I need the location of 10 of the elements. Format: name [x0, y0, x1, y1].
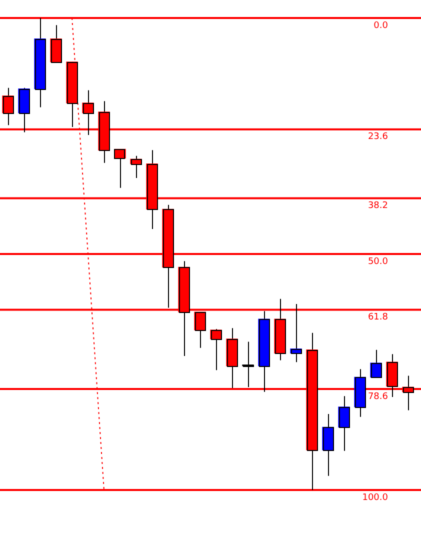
annotation: 50.0: [368, 256, 388, 267]
annotation: 78.6: [368, 392, 388, 402]
annotation: 38.2: [368, 201, 388, 212]
annotation: 61.8: [368, 312, 388, 323]
candlestick: [338, 396, 350, 452]
candlestick: [114, 148, 126, 188]
candlestick: [370, 349, 382, 378]
annotation: 23.6: [368, 132, 388, 142]
annotation: 0.0: [374, 20, 388, 31]
annotation: 100.0: [362, 492, 388, 503]
